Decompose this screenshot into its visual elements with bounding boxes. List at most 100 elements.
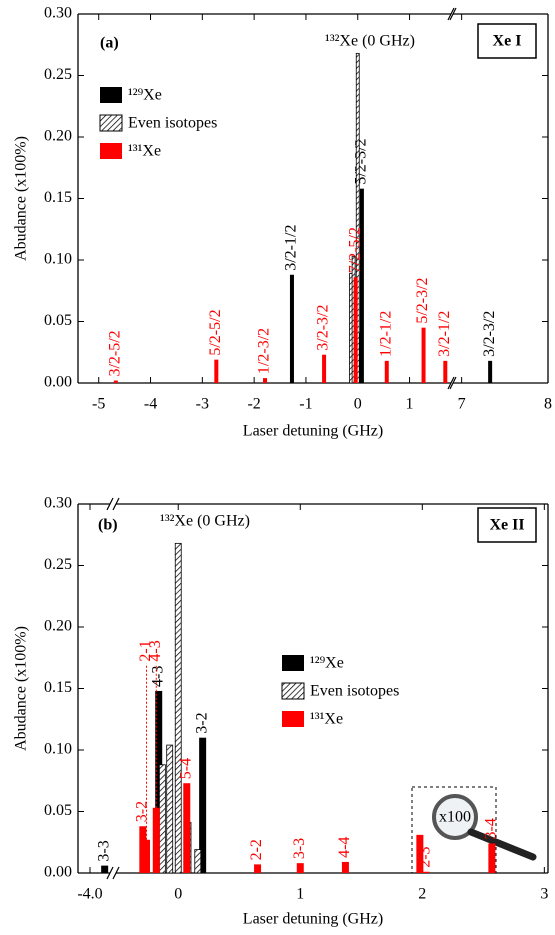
bar-label: 5/2-3/2 (414, 277, 431, 323)
bar (113, 380, 118, 383)
x-tick-label: 2 (418, 886, 426, 903)
bar (488, 360, 493, 383)
bar (166, 744, 174, 874)
legend-swatch (281, 682, 305, 700)
bar (194, 849, 202, 874)
bar (341, 861, 349, 873)
legend-label: ¹³¹Xe (128, 143, 161, 160)
y-tick-label: 0.05 (44, 312, 72, 329)
y-tick-label: 0.05 (44, 802, 72, 819)
x-tick-label: 1 (296, 886, 304, 903)
bar (199, 737, 207, 873)
bar (174, 542, 182, 874)
bar (254, 864, 262, 873)
legend-swatch (282, 655, 304, 671)
panel-label: (a) (100, 35, 119, 52)
y-tick-label: 0.00 (44, 374, 72, 391)
y-tick-label: 0.25 (44, 556, 72, 573)
x-tick-label: 3 (540, 886, 548, 903)
magnifier-handle (467, 828, 537, 861)
bar (183, 783, 191, 873)
bar-label: 3-2 (193, 712, 210, 733)
legend-swatch (100, 143, 122, 159)
axis-break (112, 497, 120, 511)
axis-break (449, 7, 457, 21)
bar (289, 274, 294, 383)
bar (359, 188, 364, 383)
tag-box (477, 507, 537, 543)
panel-label: (b) (98, 517, 118, 534)
bar-label: 4-3 (149, 666, 166, 687)
bar (155, 690, 163, 873)
y-tick-label: 0.15 (44, 189, 72, 206)
x-tick-label: 0 (354, 396, 362, 413)
bar (214, 359, 219, 383)
bar-label: 3-3 (95, 840, 112, 861)
legend-swatch (99, 114, 123, 132)
bar (488, 843, 496, 873)
bar-label: 3/2-3/2 (315, 304, 332, 350)
legend-swatch (100, 87, 122, 103)
y-tick-label: 0.25 (44, 66, 72, 83)
bar-label: 7/2-5/2 (346, 227, 363, 273)
axis-break (447, 376, 455, 390)
x-tick-label: -3 (196, 396, 209, 413)
legend-label: Even isotopes (310, 683, 399, 700)
bar-label: 2-3 (417, 846, 434, 867)
annotation: ¹³²Xe (0 GHz) (325, 33, 415, 50)
x-tick-label: 1 (406, 396, 414, 413)
magnifier-label: x100 (439, 809, 471, 826)
x-tick-label: 8 (544, 396, 552, 413)
tag-label: Xe II (489, 517, 524, 534)
y-tick-label: 0.10 (44, 741, 72, 758)
y-tick-label: 0.00 (44, 864, 72, 881)
bar-label: 5/2-3/2 (353, 138, 370, 184)
bar (416, 834, 424, 873)
bar-label: 3-4 (483, 818, 500, 839)
legend-label: ¹²⁹Xe (310, 655, 344, 672)
legend-swatch (282, 711, 304, 727)
bar-label: 3/2-3/2 (481, 311, 498, 357)
bar (143, 839, 151, 873)
bar (421, 327, 426, 383)
axis-break (106, 866, 114, 880)
x-tick-label: -4.0 (77, 886, 102, 903)
bar (158, 764, 166, 874)
x-tick-label: 7 (458, 396, 466, 413)
x-tick-label: 0 (174, 886, 182, 903)
y-tick-label: 0.15 (44, 679, 72, 696)
x-axis-title: Laser detuning (GHz) (243, 423, 383, 440)
y-axis-title: Abudance (x100%) (13, 136, 30, 261)
x-tick-label: -1 (299, 396, 312, 413)
legend-label: ¹²⁹Xe (128, 87, 162, 104)
axis-break (112, 866, 120, 880)
bar-label: 4-3 (147, 640, 164, 661)
bar-label: 1/2-1/2 (377, 311, 394, 357)
x-axis-title: Laser detuning (GHz) (243, 911, 383, 928)
bar (384, 360, 389, 383)
bar-label: 3/2-5/2 (106, 330, 123, 376)
bar-label: 4-4 (336, 837, 353, 858)
bar (263, 378, 268, 383)
bar-label: 3-2 (134, 801, 151, 822)
x-tick-label: -5 (92, 396, 105, 413)
bar-label: 2-2 (248, 839, 265, 860)
legend-label: Even isotopes (128, 115, 217, 132)
y-tick-label: 0.20 (44, 618, 72, 635)
legend-label: ¹³¹Xe (310, 711, 343, 728)
x-tick-label: -4 (144, 396, 157, 413)
bar (355, 52, 360, 384)
bar (422, 871, 430, 873)
bar (101, 865, 109, 873)
bar-label: 3/2-1/2 (283, 225, 300, 271)
bar (152, 807, 160, 873)
bar (296, 863, 304, 873)
x-tick-label: -2 (247, 396, 260, 413)
y-tick-label: 0.30 (44, 5, 72, 22)
annotation: ¹³²Xe (0 GHz) (160, 513, 250, 530)
bar (357, 332, 362, 383)
bar-label: 1/2-3/2 (256, 328, 273, 374)
axis-break (447, 7, 455, 21)
bar-label: 3/2-1/2 (436, 311, 453, 357)
